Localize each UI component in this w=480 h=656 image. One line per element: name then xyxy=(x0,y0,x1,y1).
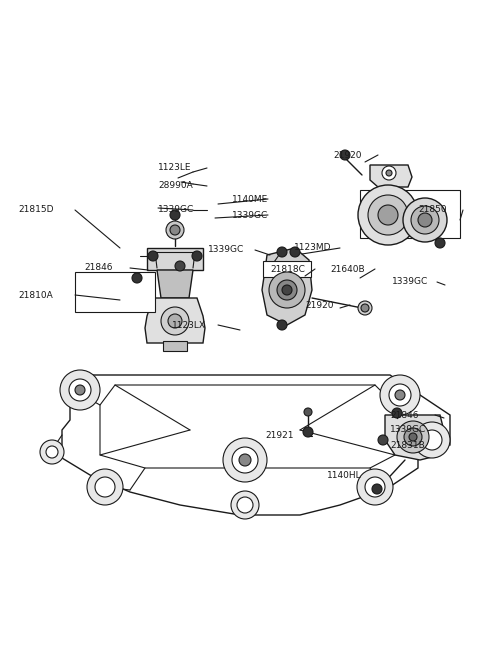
Circle shape xyxy=(170,210,180,220)
Circle shape xyxy=(357,469,393,505)
Text: 21850: 21850 xyxy=(418,205,446,215)
Text: 21846: 21846 xyxy=(84,264,112,272)
Circle shape xyxy=(282,285,292,295)
Polygon shape xyxy=(385,415,445,460)
Circle shape xyxy=(75,385,85,395)
Circle shape xyxy=(435,238,445,248)
Bar xyxy=(360,190,460,238)
Circle shape xyxy=(168,314,182,328)
Text: 21921: 21921 xyxy=(265,432,293,440)
Circle shape xyxy=(368,195,408,235)
Circle shape xyxy=(277,247,287,257)
Text: 28990A: 28990A xyxy=(158,182,193,190)
Text: 1339GC: 1339GC xyxy=(232,211,268,220)
Circle shape xyxy=(290,247,300,257)
Text: 1339GC: 1339GC xyxy=(158,205,194,215)
Text: 1123MD: 1123MD xyxy=(294,243,332,253)
Circle shape xyxy=(277,280,297,300)
Circle shape xyxy=(382,166,396,180)
Circle shape xyxy=(418,213,432,227)
Text: 1339GC: 1339GC xyxy=(390,426,426,434)
Text: 1123LE: 1123LE xyxy=(158,163,192,173)
Text: 1123LX: 1123LX xyxy=(172,321,206,329)
Circle shape xyxy=(223,438,267,482)
Circle shape xyxy=(378,435,388,445)
Circle shape xyxy=(303,427,313,437)
Circle shape xyxy=(46,446,58,458)
Text: 21831B: 21831B xyxy=(390,440,425,449)
Circle shape xyxy=(340,150,350,160)
Text: 21920: 21920 xyxy=(333,150,361,159)
Polygon shape xyxy=(145,298,205,343)
Text: 21815D: 21815D xyxy=(18,205,53,215)
Circle shape xyxy=(380,375,420,415)
Text: 21818C: 21818C xyxy=(270,264,305,274)
Text: 1339GC: 1339GC xyxy=(392,277,428,287)
Circle shape xyxy=(389,384,411,406)
Circle shape xyxy=(192,251,202,261)
Circle shape xyxy=(304,408,312,416)
Circle shape xyxy=(148,251,158,261)
Text: 21810A: 21810A xyxy=(18,291,53,300)
Circle shape xyxy=(166,221,184,239)
Circle shape xyxy=(411,206,439,234)
Circle shape xyxy=(170,225,180,235)
Circle shape xyxy=(372,484,382,494)
Polygon shape xyxy=(157,270,193,298)
Text: 1339GC: 1339GC xyxy=(208,245,244,255)
Circle shape xyxy=(404,428,422,446)
Text: 21846: 21846 xyxy=(390,411,419,419)
Circle shape xyxy=(231,491,259,519)
Bar xyxy=(263,261,311,277)
Polygon shape xyxy=(262,248,312,325)
Circle shape xyxy=(422,430,442,450)
Circle shape xyxy=(269,272,305,308)
Circle shape xyxy=(95,477,115,497)
Circle shape xyxy=(232,447,258,473)
Circle shape xyxy=(361,304,369,312)
Circle shape xyxy=(175,261,185,271)
Circle shape xyxy=(40,440,64,464)
Circle shape xyxy=(60,370,100,410)
Circle shape xyxy=(237,497,253,513)
Text: 21920: 21920 xyxy=(305,300,334,310)
Circle shape xyxy=(414,422,450,458)
Circle shape xyxy=(378,205,398,225)
Circle shape xyxy=(132,273,142,283)
Circle shape xyxy=(239,454,251,466)
Polygon shape xyxy=(62,375,450,515)
Circle shape xyxy=(403,198,447,242)
Circle shape xyxy=(365,477,385,497)
Circle shape xyxy=(277,320,287,330)
Circle shape xyxy=(409,433,417,441)
Polygon shape xyxy=(147,248,203,270)
Circle shape xyxy=(386,170,392,176)
Circle shape xyxy=(69,379,91,401)
Text: 1140ME: 1140ME xyxy=(232,194,268,203)
Circle shape xyxy=(392,408,402,418)
Polygon shape xyxy=(370,165,412,187)
Polygon shape xyxy=(100,385,395,468)
Circle shape xyxy=(395,390,405,400)
Text: 21640B: 21640B xyxy=(330,264,365,274)
Circle shape xyxy=(358,301,372,315)
Circle shape xyxy=(358,185,418,245)
Circle shape xyxy=(87,469,123,505)
Circle shape xyxy=(161,307,189,335)
Bar xyxy=(75,272,155,312)
Text: 1140HL: 1140HL xyxy=(327,472,361,480)
Bar xyxy=(163,341,187,351)
Circle shape xyxy=(397,421,429,453)
